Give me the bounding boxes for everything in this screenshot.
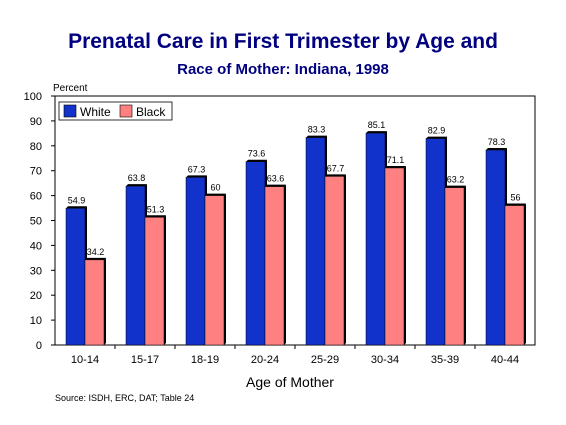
bar-shadow-top: [325, 174, 346, 177]
data-label: 67.7: [327, 163, 345, 173]
bar-black-10-14: [84, 259, 105, 346]
bar-shadow: [404, 165, 406, 345]
bar-black-15-17: [144, 217, 165, 346]
data-label: 73.6: [248, 149, 266, 159]
bar-shadow-top: [445, 185, 466, 188]
bar-white-40-44: [485, 149, 506, 346]
bar-shadow-top: [85, 257, 106, 260]
bar-black-18-19: [204, 195, 225, 346]
x-tick-label: 10-14: [71, 354, 99, 366]
bar-shadow-top: [306, 135, 327, 138]
data-label: 60: [210, 183, 220, 193]
data-label: 85.1: [368, 120, 386, 130]
x-tick-label: 18-19: [191, 354, 219, 366]
bar-shadow-top: [366, 131, 387, 134]
bar-shadow: [344, 174, 346, 345]
legend-label-white: White: [80, 105, 111, 119]
bar-shadow-top: [126, 184, 147, 187]
bar-white-10-14: [65, 208, 86, 346]
data-label: 78.3: [488, 137, 506, 147]
bar-shadow: [524, 203, 526, 345]
data-label: 82.9: [428, 126, 446, 136]
data-label: 34.2: [87, 247, 105, 257]
x-tick-label: 35-39: [431, 354, 459, 366]
data-label: 54.9: [68, 195, 86, 205]
bar-shadow-top: [186, 175, 207, 178]
bar-shadow-top: [385, 165, 406, 168]
data-label: 63.6: [267, 174, 285, 184]
legend: White Black: [58, 101, 173, 121]
chart-title: Prenatal Care in First Trimester by Age …: [68, 30, 498, 53]
y-tick-label: 70: [30, 166, 42, 178]
y-tick-label: 60: [30, 191, 42, 203]
bar-shadow-top: [66, 206, 87, 209]
bar-white-15-17: [125, 185, 146, 346]
chart-subtitle: Race of Mother: Indiana, 1998: [177, 61, 389, 78]
bars-group: 54.9 34.2 63.8 51.3 67.3 60 73.6 63.6 83.3 67.7 85…: [65, 120, 526, 346]
bar-white-30-34: [365, 132, 386, 346]
y-axis: 0 10 20 30 40 50 60 70 80 90 100: [24, 91, 55, 352]
bar-shadow: [224, 193, 226, 345]
bar-shadow-top: [246, 159, 267, 162]
bar-black-30-34: [384, 167, 405, 346]
y-tick-label: 50: [30, 216, 42, 228]
bar-black-20-24: [264, 186, 285, 346]
bar-shadow-top: [486, 148, 507, 151]
bar-shadow-top: [205, 193, 226, 196]
data-label: 71.1: [387, 155, 405, 165]
y-tick-label: 40: [30, 240, 42, 252]
x-tick-label: 15-17: [131, 354, 159, 366]
x-axis: 10-14 15-17 18-19 20-24 25-29 30-34 35-39 40-44: [71, 345, 519, 366]
legend-swatch-black: [119, 104, 133, 118]
data-label: 51.3: [147, 204, 165, 214]
x-tick-label: 25-29: [311, 354, 339, 366]
bar-shadow: [464, 185, 466, 345]
y-axis-label: Percent: [53, 83, 88, 94]
bar-shadow: [284, 184, 286, 345]
data-label: 63.8: [128, 173, 146, 183]
bar-shadow-top: [265, 184, 286, 187]
y-tick-label: 10: [30, 315, 42, 327]
y-tick-label: 100: [24, 91, 42, 103]
x-tick-label: 40-44: [491, 354, 519, 366]
bar-black-40-44: [504, 205, 525, 346]
legend-box: [58, 101, 173, 121]
source-note: Source: ISDH, ERC, DAT; Table 24: [55, 393, 195, 403]
x-axis-label: Age of Mother: [246, 374, 334, 390]
data-label: 56: [510, 193, 520, 203]
y-tick-label: 0: [36, 340, 42, 352]
bar-shadow: [164, 215, 166, 345]
data-label: 63.2: [447, 175, 465, 185]
bar-white-20-24: [245, 161, 266, 346]
x-tick-label: 30-34: [371, 354, 399, 366]
bar-shadow-top: [505, 203, 526, 206]
bar-white-18-19: [185, 177, 206, 346]
bar-shadow-top: [426, 136, 447, 139]
bar-shadow-top: [145, 215, 166, 218]
data-label: 67.3: [188, 164, 206, 174]
legend-swatch-white: [63, 104, 77, 118]
y-tick-label: 20: [30, 290, 42, 302]
legend-label-black: Black: [136, 105, 166, 119]
bar-white-35-39: [425, 138, 446, 346]
bar-white-25-29: [305, 137, 326, 346]
y-tick-label: 90: [30, 116, 42, 128]
x-tick-label: 20-24: [251, 354, 279, 366]
y-tick-label: 30: [30, 265, 42, 277]
data-label: 83.3: [308, 125, 326, 135]
bar-black-25-29: [324, 176, 345, 346]
y-tick-label: 80: [30, 141, 42, 153]
bar-shadow: [104, 257, 106, 345]
bar-black-35-39: [444, 187, 465, 346]
